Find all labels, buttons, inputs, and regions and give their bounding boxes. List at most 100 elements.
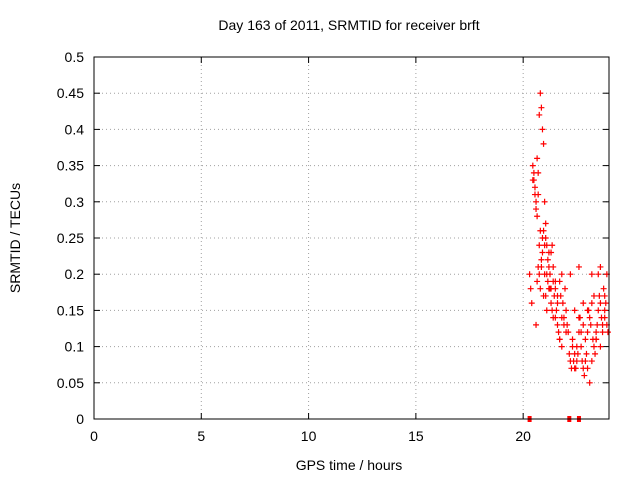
data-point bbox=[556, 278, 563, 285]
y-tick-labels: 0 0.05 0.1 0.15 0.2 0.25 0.3 0.35 0.4 0.45 0.5 bbox=[57, 49, 84, 427]
y-tick-label: 0.35 bbox=[57, 158, 84, 174]
data-point bbox=[588, 300, 595, 307]
data-point bbox=[540, 140, 547, 147]
data-point bbox=[587, 321, 594, 328]
data-point bbox=[581, 372, 588, 379]
data-point bbox=[572, 365, 579, 372]
data-point bbox=[538, 256, 545, 263]
y-tick-label: 0.05 bbox=[57, 375, 84, 391]
data-point bbox=[599, 321, 606, 328]
data-point bbox=[597, 343, 604, 350]
x-tick-label: 10 bbox=[301, 428, 317, 444]
y-tick-label: 0.25 bbox=[57, 230, 84, 246]
data-point bbox=[584, 365, 591, 372]
y-tick-label: 0.1 bbox=[65, 339, 85, 355]
data-point bbox=[567, 271, 574, 278]
data-point bbox=[601, 314, 608, 321]
data-point bbox=[537, 285, 544, 292]
data-point bbox=[592, 350, 599, 357]
data-point bbox=[571, 307, 578, 314]
data-point bbox=[584, 329, 591, 336]
data-point bbox=[560, 321, 567, 328]
data-point bbox=[562, 285, 569, 292]
x-tick-label: 15 bbox=[408, 428, 424, 444]
data-point bbox=[594, 321, 601, 328]
data-point bbox=[552, 285, 559, 292]
data-points bbox=[526, 90, 611, 422]
data-point bbox=[542, 220, 549, 227]
data-point bbox=[558, 343, 565, 350]
data-point bbox=[554, 321, 561, 328]
x-tick-label: 0 bbox=[90, 428, 98, 444]
data-point bbox=[533, 321, 540, 328]
x-tick-label: 20 bbox=[515, 428, 531, 444]
data-point bbox=[537, 227, 544, 234]
data-point bbox=[539, 249, 546, 256]
data-point bbox=[534, 213, 541, 220]
data-point bbox=[586, 314, 593, 321]
data-point bbox=[582, 336, 589, 343]
data-point bbox=[599, 329, 606, 336]
data-point bbox=[602, 300, 609, 307]
data-point bbox=[542, 235, 549, 241]
data-point bbox=[566, 350, 573, 357]
data-point bbox=[544, 256, 551, 263]
data-point bbox=[545, 285, 552, 292]
data-point bbox=[563, 307, 570, 314]
data-point bbox=[548, 249, 555, 256]
data-point bbox=[569, 336, 576, 343]
data-point bbox=[541, 198, 548, 205]
data-point bbox=[531, 184, 538, 191]
data-point bbox=[549, 242, 556, 249]
data-point bbox=[531, 191, 538, 198]
data-point bbox=[543, 271, 550, 278]
data-point bbox=[604, 329, 611, 336]
plot-frame bbox=[93, 56, 610, 420]
y-tick-label: 0.3 bbox=[65, 194, 85, 210]
data-point bbox=[552, 314, 559, 321]
grid-lines bbox=[94, 57, 609, 419]
data-point bbox=[573, 343, 580, 350]
x-tick-label: 5 bbox=[197, 428, 205, 444]
data-point bbox=[554, 292, 561, 299]
data-point bbox=[533, 198, 540, 205]
data-point bbox=[578, 329, 585, 336]
data-point bbox=[527, 285, 534, 292]
y-tick-label: 0.15 bbox=[57, 302, 84, 318]
y-tick-label: 0.2 bbox=[65, 266, 85, 282]
data-point bbox=[528, 300, 535, 307]
data-point bbox=[537, 90, 544, 97]
data-point bbox=[534, 278, 541, 285]
data-point bbox=[541, 242, 548, 249]
data-point bbox=[548, 300, 555, 307]
data-point bbox=[538, 104, 545, 111]
data-point bbox=[558, 314, 565, 321]
data-point bbox=[555, 329, 562, 336]
data-point bbox=[582, 358, 589, 365]
data-point bbox=[535, 169, 542, 176]
data-point bbox=[597, 263, 604, 270]
data-point bbox=[580, 321, 587, 328]
data-point bbox=[543, 307, 550, 314]
data-point bbox=[529, 162, 536, 169]
x-axis-title: GPS time / hours bbox=[296, 457, 403, 473]
data-point bbox=[583, 350, 590, 357]
data-point bbox=[534, 155, 541, 162]
axis-ticks bbox=[93, 56, 609, 420]
data-point bbox=[556, 336, 563, 343]
data-point bbox=[538, 263, 545, 270]
y-axis-title: SRMTID / TECUs bbox=[7, 183, 23, 293]
data-point bbox=[575, 314, 582, 321]
data-point bbox=[544, 278, 551, 285]
data-point bbox=[559, 300, 566, 307]
data-point bbox=[584, 307, 591, 314]
data-point bbox=[530, 177, 537, 184]
data-point bbox=[539, 126, 546, 133]
y-tick-label: 0.45 bbox=[57, 85, 84, 101]
data-point bbox=[595, 271, 602, 278]
data-point bbox=[553, 307, 560, 314]
data-point bbox=[533, 206, 540, 213]
data-point bbox=[550, 278, 557, 285]
data-point bbox=[596, 292, 603, 299]
